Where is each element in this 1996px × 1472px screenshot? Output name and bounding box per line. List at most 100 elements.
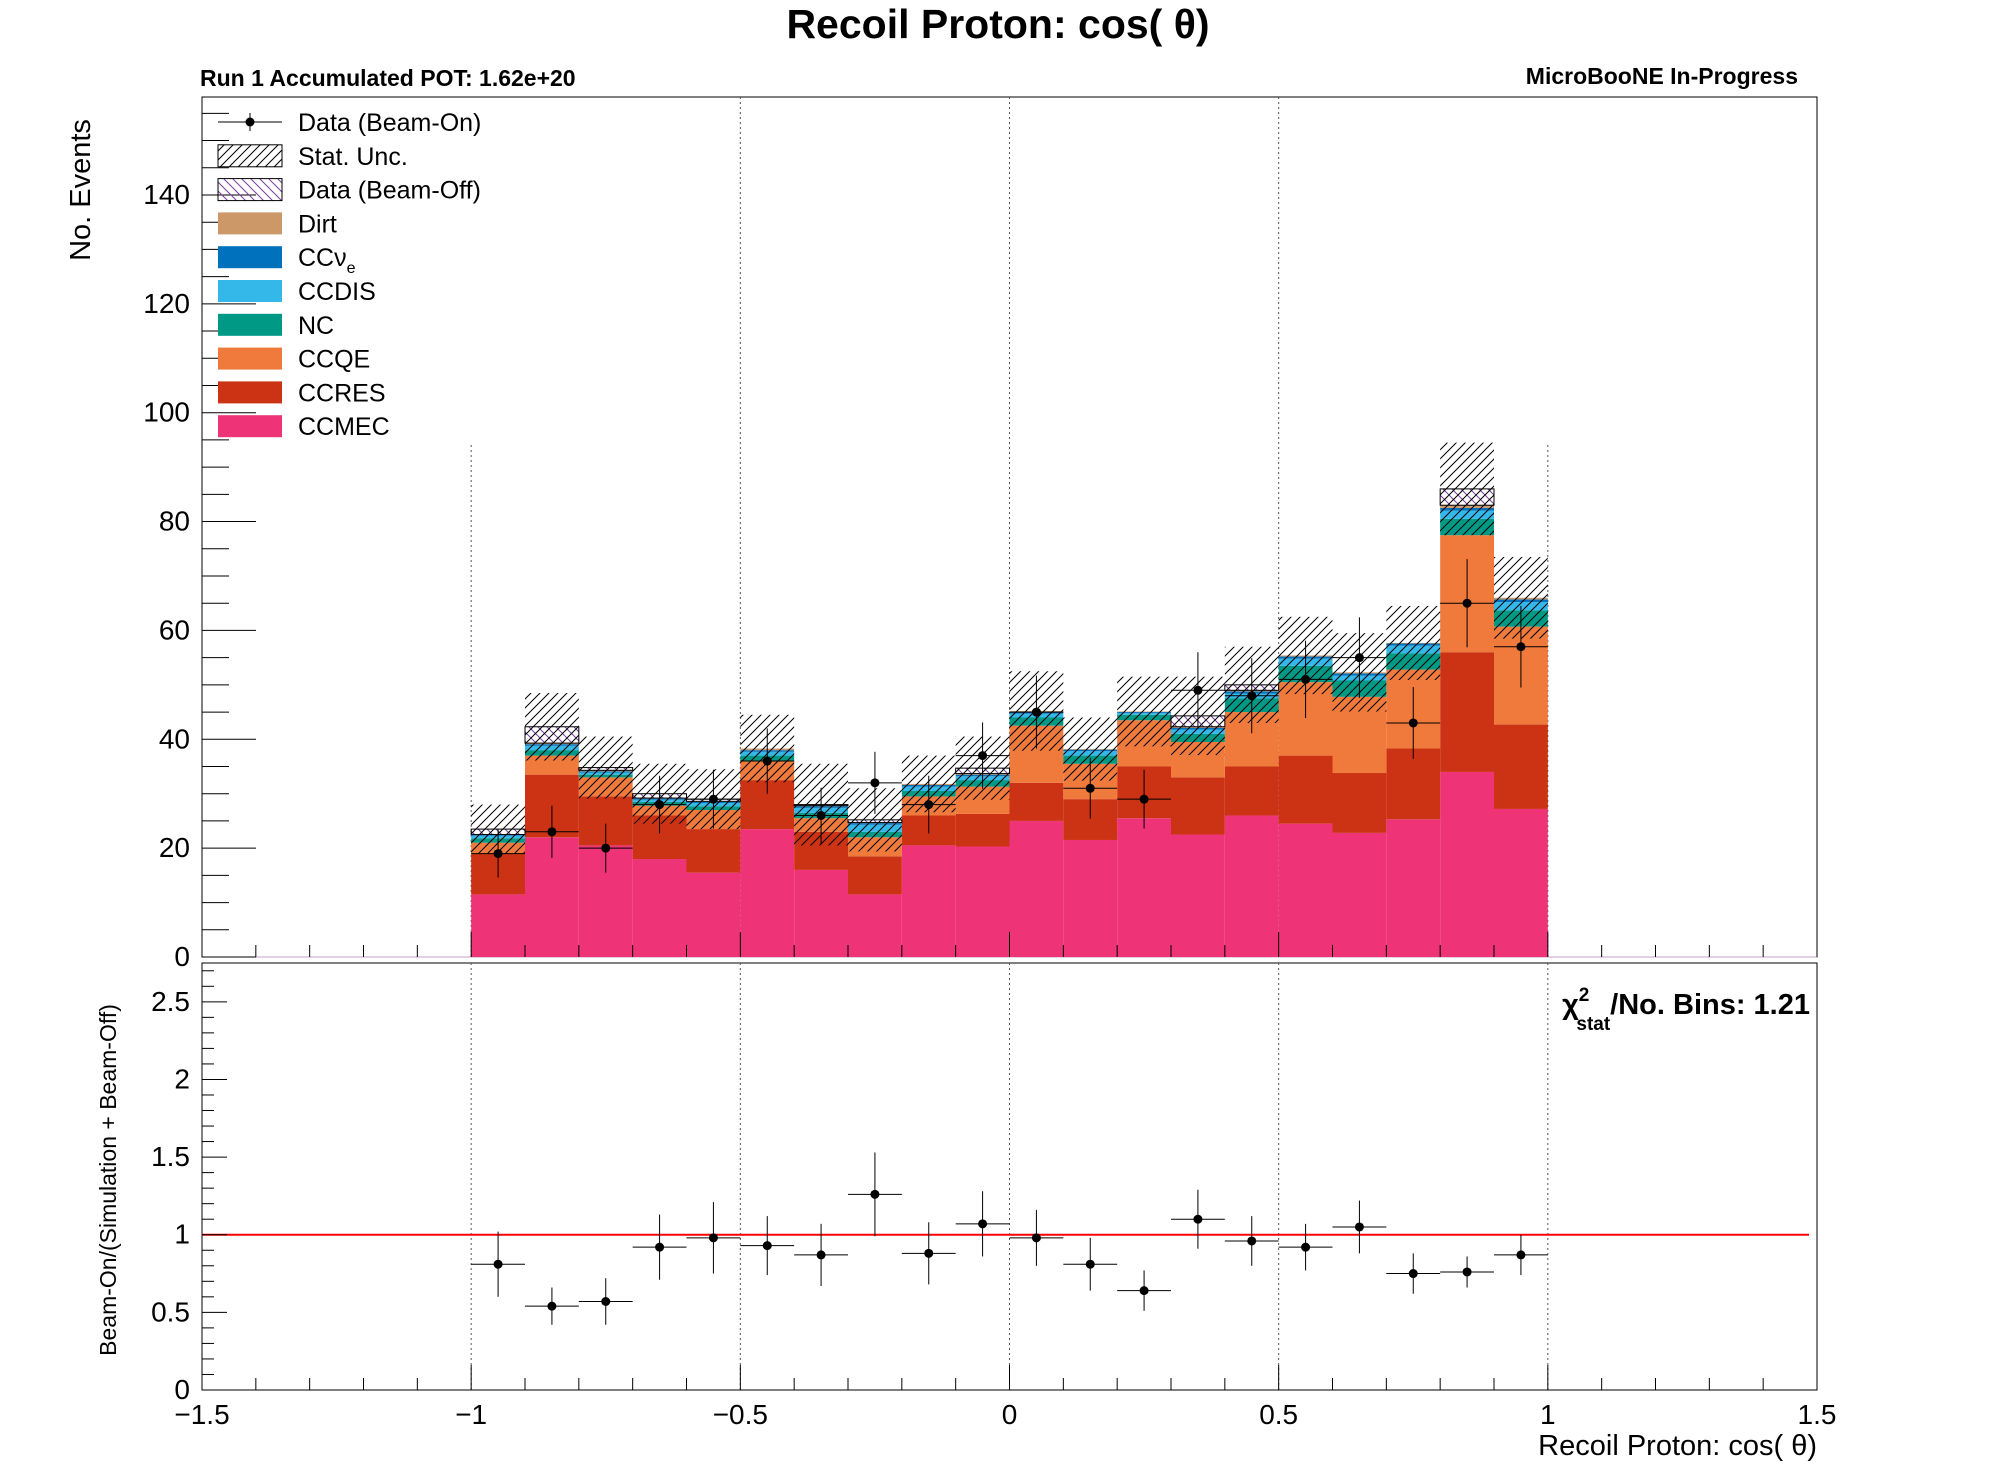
data-point	[708, 794, 718, 804]
legend-label-text: CCDIS	[298, 278, 376, 306]
top-y-tick-label: 40	[159, 723, 190, 754]
stack-bar-ccres	[1386, 748, 1441, 820]
legend-label: CCQE	[298, 346, 370, 374]
legend-swatch	[218, 246, 282, 269]
top-y-tick-label: 60	[159, 614, 190, 645]
legend-label-text: Stat. Unc.	[298, 143, 408, 171]
ratio-y-tick-label: 2	[174, 1063, 190, 1094]
stack-bar-ccmec	[1440, 771, 1494, 957]
data-point	[1139, 794, 1149, 804]
legend-entry: Data (Beam-Off)	[217, 177, 481, 205]
data-point	[1516, 642, 1526, 652]
ratio-point	[708, 1233, 718, 1243]
legend-label-text: Data (Beam-Off)	[298, 177, 481, 205]
stack-bar-ccres	[686, 829, 741, 873]
ratio-point	[1408, 1269, 1418, 1279]
event-distribution-panel: 0 20 40 60 80 100 120 140	[143, 96, 1818, 972]
ratio-point	[978, 1219, 988, 1229]
legend-entry: Dirt	[218, 210, 337, 238]
stat-unc-band	[1117, 676, 1171, 747]
chart-title: Recoil Proton: cos( θ)	[786, 1, 1209, 47]
chi2-annotation: χ2 stat/No. Bins: 1.21	[1562, 985, 1810, 1035]
ratio-point	[1085, 1259, 1095, 1269]
x-tick-label: 0	[1002, 1399, 1018, 1430]
legend-label: Data (Beam-On)	[298, 109, 481, 137]
data-point	[1354, 653, 1364, 663]
data-point	[870, 778, 880, 788]
legend-swatch	[218, 415, 282, 438]
stat-unc-band	[525, 693, 579, 761]
data-point	[1031, 707, 1041, 717]
pot-subtitle: Run 1 Accumulated POT: 1.62e+20	[200, 65, 576, 91]
data-point	[655, 800, 665, 810]
stack-bar-ccres	[955, 813, 1010, 847]
stack-bar-ccmec	[1386, 819, 1441, 957]
ratio-point	[1193, 1214, 1203, 1224]
legend-entry: CCDIS	[218, 278, 376, 306]
data-point	[547, 827, 557, 837]
legend-label-subscript: e	[347, 260, 356, 277]
ratio-frame	[201, 962, 1818, 1391]
stack-bar-ccres	[1224, 766, 1279, 816]
ratio-point	[870, 1189, 880, 1199]
data-point	[493, 849, 503, 859]
stack-bar-ccres	[1494, 724, 1548, 809]
legend-label-text: NC	[298, 312, 334, 340]
stack-bar-ccres	[848, 856, 902, 895]
ratio-point	[924, 1248, 934, 1258]
legend-label: NC	[298, 312, 334, 340]
legend-swatch	[218, 212, 282, 235]
top-y-tick-label: 100	[143, 397, 190, 428]
ratio-y-tick-label: 1	[174, 1219, 190, 1250]
legend-swatch	[218, 280, 282, 302]
ratio-point	[816, 1250, 826, 1260]
legend-swatch	[217, 178, 283, 202]
data-point	[1301, 674, 1311, 684]
stack-bar-ccmec	[1063, 839, 1118, 957]
ratio-y-tick-label: 0	[174, 1374, 190, 1405]
data-point	[762, 756, 772, 766]
legend-label: CCMEC	[298, 413, 390, 441]
x-tick-label: 0.5	[1259, 1399, 1298, 1430]
stack-bar-ccres	[1332, 773, 1387, 833]
stack-bar-ccmec	[848, 894, 902, 957]
stack-bar-ccmec	[471, 894, 525, 957]
x-tick-label: 1.5	[1798, 1399, 1837, 1430]
data-point	[1462, 598, 1472, 608]
legend-label-text: CCMEC	[298, 413, 390, 441]
ratio-point	[493, 1259, 503, 1269]
stack-bar-ccmec	[1117, 818, 1171, 957]
ratio-panel: 0 0.5 1 1.5 2 2.5 −1.5 −1 −0.5 0 0.5 1 1.5	[151, 962, 1837, 1430]
stat-unc-band	[578, 736, 633, 799]
legend-label: CCνe	[298, 244, 356, 277]
stack-bar-ccmec	[794, 869, 848, 957]
stack-bar-ccmec	[901, 845, 956, 957]
data-point	[1193, 685, 1203, 695]
top-y-tick-label: 0	[174, 941, 190, 972]
stack-bar-ccmec	[740, 829, 795, 957]
x-tick-label: −1.5	[174, 1399, 229, 1430]
legend-label: CCDIS	[298, 278, 376, 306]
legend-entry: CCνe	[218, 244, 356, 277]
data-point	[1247, 691, 1257, 701]
legend-label: Stat. Unc.	[298, 143, 408, 171]
legend-label: Dirt	[298, 210, 337, 238]
legend-entry: Data (Beam-On)	[218, 109, 481, 137]
ratio-y-axis-label: Beam-On/(Simulation + Beam-Off)	[95, 1004, 121, 1356]
data-point	[924, 800, 934, 810]
data-point	[1408, 718, 1418, 728]
stack-bar-ccres	[1009, 782, 1064, 821]
ratio-y-tick-label: 0.5	[151, 1296, 190, 1327]
top-y-tick-label: 140	[143, 179, 190, 210]
legend-label: CCRES	[298, 379, 386, 407]
legend-label-text: CCν	[298, 244, 347, 272]
legend-entry: CCRES	[218, 379, 386, 407]
legend-entry: Stat. Unc.	[217, 143, 408, 171]
legend-swatch	[218, 381, 282, 404]
stack-bar-ccmec	[955, 846, 1010, 957]
x-tick-label: −1	[455, 1399, 487, 1430]
legend-swatch	[218, 313, 282, 336]
ratio-point	[547, 1301, 557, 1311]
legend-swatch	[217, 144, 283, 168]
